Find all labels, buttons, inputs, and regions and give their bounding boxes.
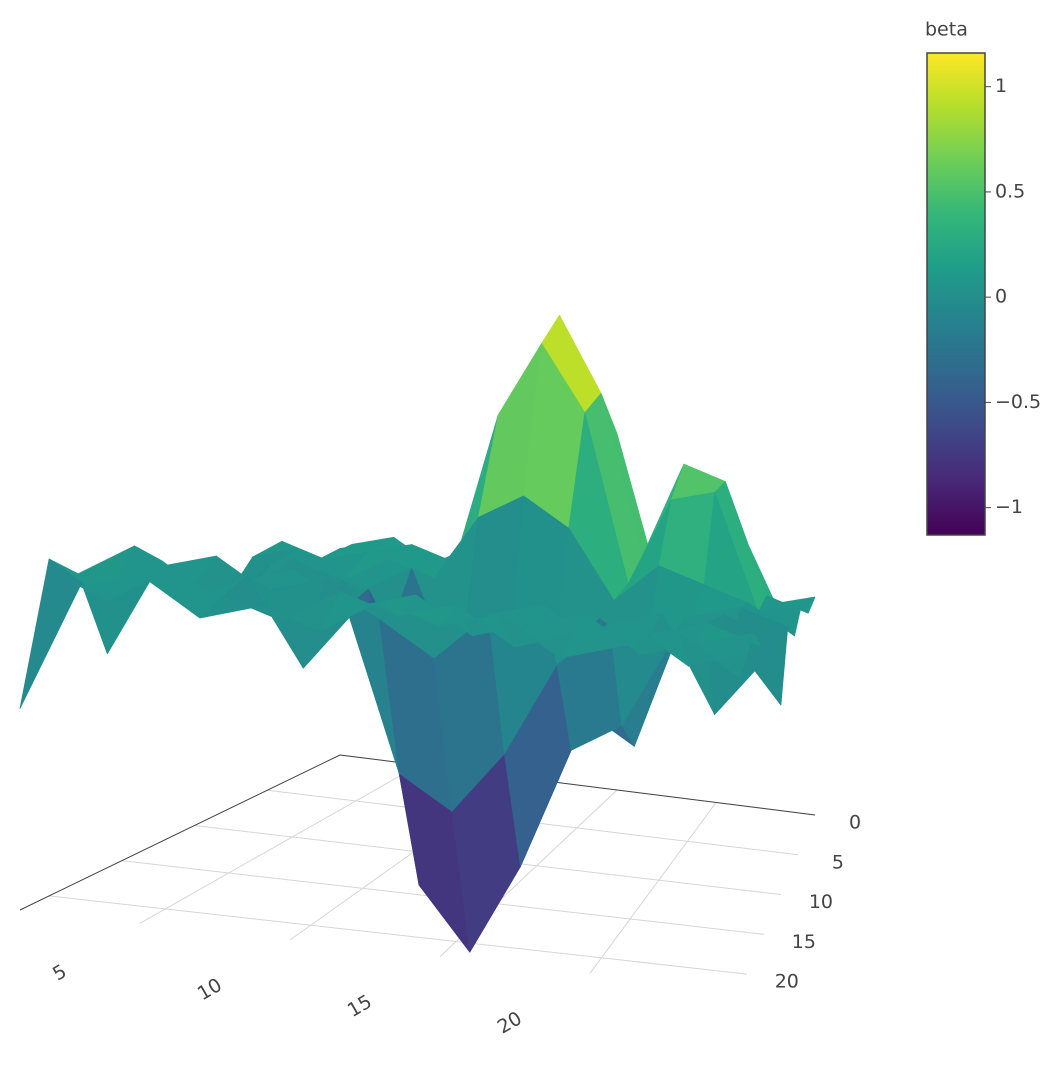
y-tick-label: 5 [832, 851, 844, 873]
y-tick-label: 0 [849, 812, 861, 834]
y-grid-line [49, 895, 747, 975]
y-tick-label: 20 [775, 971, 799, 993]
x-tick-label: 5 [49, 960, 70, 985]
colorbar-tick-label: −0.5 [995, 391, 1041, 413]
colorbar-tick-label: 0 [995, 286, 1007, 308]
x-tick-label: 15 [344, 991, 376, 1022]
x-grid-line [139, 764, 420, 924]
x-grid-line [589, 802, 717, 974]
colorbar-tick-label: −1 [995, 496, 1023, 518]
colorbar: beta −1 −0.5 0 0.5 1 [925, 19, 1041, 536]
y-tick-label: 15 [792, 931, 816, 953]
x-tick-label: 10 [194, 974, 226, 1005]
colorbar-title: beta [925, 19, 968, 41]
y-tick-label: 10 [809, 891, 833, 913]
surface-patch [679, 634, 748, 679]
colorbar-tick-label: 1 [995, 75, 1007, 97]
x-tick-label: 20 [494, 1007, 526, 1038]
surface [19, 314, 816, 953]
colorbar-bar [926, 52, 986, 536]
colorbar-tick-label: 0.5 [995, 180, 1025, 202]
axis-line [19, 754, 341, 911]
